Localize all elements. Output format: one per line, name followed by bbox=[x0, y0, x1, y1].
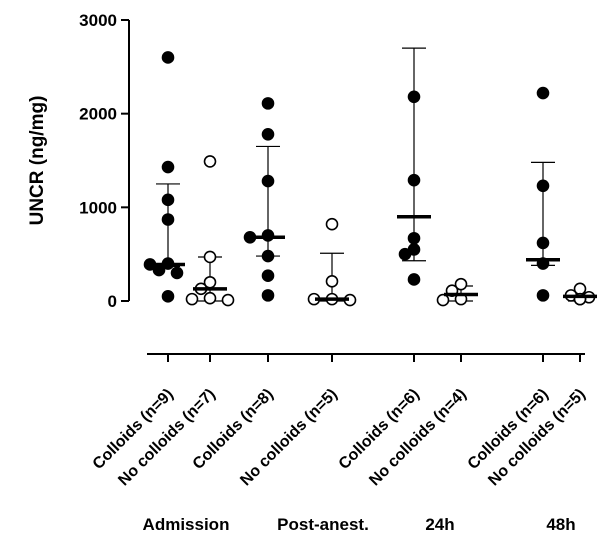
data-point-filled bbox=[161, 51, 175, 64]
data-point-filled bbox=[261, 249, 275, 263]
y-tick-label: 3000 bbox=[79, 11, 117, 30]
category-label: Colloids (n=6) bbox=[336, 386, 423, 473]
data-point-filled bbox=[536, 179, 550, 193]
data-point-filled bbox=[170, 266, 184, 280]
data-point-open bbox=[203, 155, 217, 168]
y-axis-label: UNCR (ng/mg) bbox=[27, 96, 48, 226]
data-point-filled bbox=[261, 269, 275, 283]
y-tick-label: 0 bbox=[108, 292, 117, 311]
data-point-filled bbox=[536, 289, 550, 302]
group-label: Admission bbox=[143, 515, 230, 534]
data-point-filled bbox=[161, 193, 175, 207]
group-label: Post-anest. bbox=[277, 515, 369, 534]
data-point-open bbox=[436, 293, 450, 307]
data-point-filled bbox=[398, 247, 412, 261]
data-point-open bbox=[203, 291, 217, 305]
data-point-open bbox=[221, 293, 235, 307]
data-point-filled bbox=[152, 263, 166, 277]
data-point-open bbox=[325, 275, 339, 288]
data-point-open bbox=[185, 292, 199, 306]
data-point-filled bbox=[261, 127, 275, 141]
data-point-filled bbox=[161, 160, 175, 174]
data-point-filled bbox=[261, 97, 275, 110]
data-point-filled bbox=[407, 90, 421, 104]
group-label: 24h bbox=[425, 515, 454, 534]
data-point-filled bbox=[261, 229, 275, 242]
data-point-filled bbox=[536, 86, 550, 100]
data-point-filled bbox=[161, 290, 175, 303]
y-tick-label: 2000 bbox=[79, 105, 117, 124]
data-point-open bbox=[454, 277, 468, 291]
data-point-open bbox=[203, 250, 217, 264]
data-point-open bbox=[325, 217, 339, 231]
data-point-filled bbox=[407, 273, 421, 286]
data-point-filled bbox=[261, 174, 275, 188]
data-point-filled bbox=[536, 236, 550, 250]
data-point-filled bbox=[161, 213, 175, 226]
data-point-filled bbox=[407, 173, 421, 187]
group-label: 48h bbox=[546, 515, 575, 534]
y-tick-label: 1000 bbox=[79, 198, 117, 217]
data-point-filled bbox=[261, 289, 275, 302]
data-point-filled bbox=[407, 231, 421, 245]
